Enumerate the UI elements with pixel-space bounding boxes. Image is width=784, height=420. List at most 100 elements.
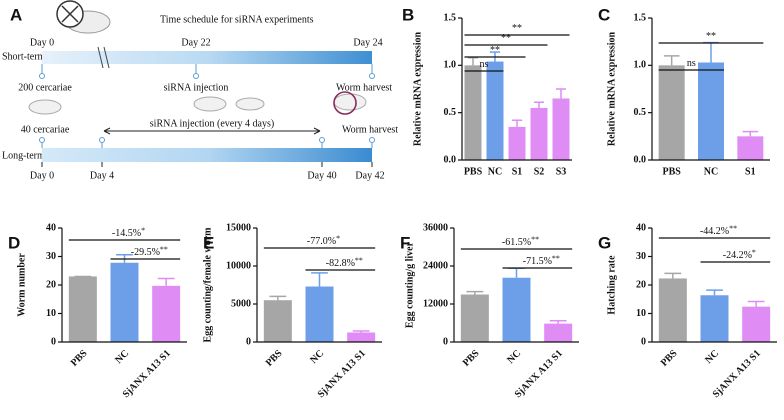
y-tick-label: 10 [46, 308, 56, 319]
timeline-bar [42, 148, 372, 162]
error-bar [157, 277, 175, 286]
day-label: Day 4 [90, 170, 114, 181]
bar [152, 285, 181, 342]
significance-label: -82.8%** [326, 256, 363, 269]
y-axis-label: Worm number [16, 253, 27, 317]
significance-text: -82.8% [326, 258, 355, 269]
y-tick-label: 30 [46, 251, 56, 262]
bar [347, 332, 376, 342]
significance-stars: ** [355, 256, 363, 265]
significance-text: ** [490, 45, 500, 56]
significance-label: ** [706, 31, 716, 42]
bar [508, 126, 526, 160]
significance-stars: ** [531, 235, 539, 244]
y-tick-label: 1.5 [634, 12, 647, 23]
significance-label: ns [480, 59, 489, 70]
day-label: Day 24 [353, 37, 382, 48]
bar [502, 277, 531, 342]
bar [486, 61, 504, 161]
y-tick-label: 20 [46, 279, 56, 290]
x-tick-label: S2 [534, 166, 545, 177]
y-tick-label: 0 [443, 336, 448, 347]
panel-letter: C [598, 5, 610, 24]
track-label: Long-term [2, 150, 45, 161]
bar [658, 278, 687, 342]
significance-text: ** [706, 31, 716, 42]
x-tick-label: NC [308, 348, 326, 366]
significance-stars: ** [160, 245, 168, 254]
error-bar [555, 88, 567, 99]
event-label: Worm harvest [342, 124, 398, 135]
y-tick-label: 40 [636, 222, 646, 233]
bar [698, 62, 724, 160]
y-tick-label: 30 [636, 251, 646, 262]
y-tick-label: 5000 [231, 298, 251, 309]
significance-label: -77.0%* [307, 234, 340, 247]
x-tick-label: NC [488, 166, 502, 177]
day-ticks [41, 162, 373, 167]
x-tick-label: NC [113, 348, 131, 366]
event-label: Worm harvest [336, 82, 392, 93]
significance-text: -24.2% [723, 250, 752, 261]
y-tick-label: 40 [46, 222, 56, 233]
y-axis-label: Hatching rate [606, 255, 617, 315]
x-tick-label: PBS [69, 348, 90, 369]
error-bar [466, 290, 484, 295]
bar [263, 300, 292, 342]
significance-label: ns [687, 58, 696, 69]
error-bar [664, 272, 682, 279]
bar [68, 276, 97, 342]
error-bar [663, 55, 680, 66]
schematic: A Time schedule for siRNA experiments Sh… [2, 0, 398, 181]
error-bar [511, 119, 523, 127]
panel-letter: D [8, 233, 20, 252]
event-label: 200 cercariae [18, 82, 72, 93]
bar [530, 107, 548, 160]
bar [110, 262, 139, 342]
y-tick-label: 1.5 [444, 12, 457, 23]
significance-label: ** [512, 23, 522, 34]
error-bar [508, 267, 525, 278]
significance-text: ** [512, 23, 522, 34]
significance-label: -61.5%** [502, 235, 539, 248]
significance-stars: ** [729, 224, 737, 233]
significance-label: -44.2%** [700, 224, 737, 237]
y-tick-label: 0.0 [444, 154, 457, 165]
panel-letter: F [400, 233, 410, 252]
x-tick-label: NC [703, 348, 721, 366]
bar [464, 65, 482, 160]
error-bar [467, 57, 479, 66]
y-tick-label: 36000 [423, 222, 448, 233]
error-bar [703, 41, 719, 63]
error-bar [533, 101, 545, 108]
significance-label: -14.5%* [112, 226, 145, 239]
day-label: Day 40 [307, 170, 336, 181]
x-tick-label: S1 [745, 166, 756, 177]
significance-text: -29.5% [131, 247, 160, 258]
x-tick-label: S1 [512, 166, 523, 177]
mouse-icon [56, 0, 111, 34]
significance-text: -77.0% [307, 236, 336, 247]
event-label: siRNA injection (every 4 days) [150, 118, 274, 129]
y-tick-label: 1.0 [444, 60, 457, 71]
x-tick-label: PBS [662, 166, 681, 177]
significance-label: ** [501, 33, 511, 44]
x-tick-label: S3 [556, 166, 567, 177]
y-tick-label: 0.0 [634, 154, 647, 165]
day-label: Day 0 [30, 37, 54, 48]
significance-stars: * [336, 234, 340, 243]
error-bar [352, 330, 370, 333]
x-tick-label: PBS [264, 348, 285, 369]
break-mark [97, 46, 110, 69]
x-tick-label: NC [704, 166, 718, 177]
interval-arrow [103, 127, 321, 135]
error-bar [747, 300, 765, 307]
bar [742, 306, 771, 342]
y-axis-label: Egg counting/female worm [202, 227, 213, 343]
significance-label: -24.2%* [723, 248, 756, 261]
y-tick-label: 20 [636, 279, 646, 290]
day-label: Day 42 [355, 170, 384, 181]
schematic-title: Time schedule for siRNA experiments [160, 14, 314, 25]
